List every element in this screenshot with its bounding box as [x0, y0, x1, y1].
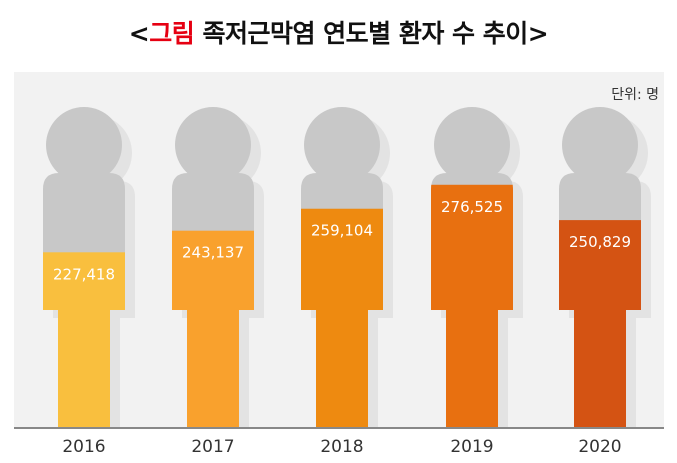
- person-head: [175, 107, 251, 183]
- bar-fill-torso: [43, 252, 125, 310]
- data-label: 259,104: [311, 222, 373, 240]
- person-head: [434, 107, 510, 183]
- data-label: 227,418: [53, 265, 115, 283]
- title-text: 족저근막염 연도별 환자 수 추이: [194, 19, 528, 48]
- person-head: [46, 107, 122, 183]
- data-label: 276,525: [441, 198, 503, 216]
- person-head: [304, 107, 380, 183]
- data-label: 250,829: [569, 233, 631, 251]
- chart-title: <그림 족저근막염 연도별 환자 수 추이>: [0, 14, 677, 50]
- title-prefix: 그림: [149, 19, 195, 48]
- bar-fill-legs: [316, 310, 368, 428]
- x-tick-label: 2016: [62, 437, 105, 457]
- bar-fill-torso: [301, 208, 383, 310]
- x-tick-label: 2018: [320, 437, 363, 457]
- bar-fill-legs: [446, 310, 498, 428]
- bar-fill-torso: [172, 230, 254, 310]
- x-tick-label: 2019: [450, 437, 493, 457]
- bar-fill-torso: [559, 220, 641, 310]
- title-bracket-left: <: [128, 19, 150, 48]
- bar-fill-legs: [574, 310, 626, 428]
- title-bracket-right: >: [527, 19, 549, 48]
- bar-fill-legs: [58, 310, 110, 428]
- person-head: [562, 107, 638, 183]
- x-tick-label: 2017: [191, 437, 234, 457]
- bar-fill-torso: [431, 184, 513, 310]
- data-label: 243,137: [182, 244, 244, 262]
- unit-label: 단위: 명: [611, 87, 659, 103]
- x-tick-label: 2020: [578, 437, 621, 457]
- bar-fill-legs: [187, 310, 239, 428]
